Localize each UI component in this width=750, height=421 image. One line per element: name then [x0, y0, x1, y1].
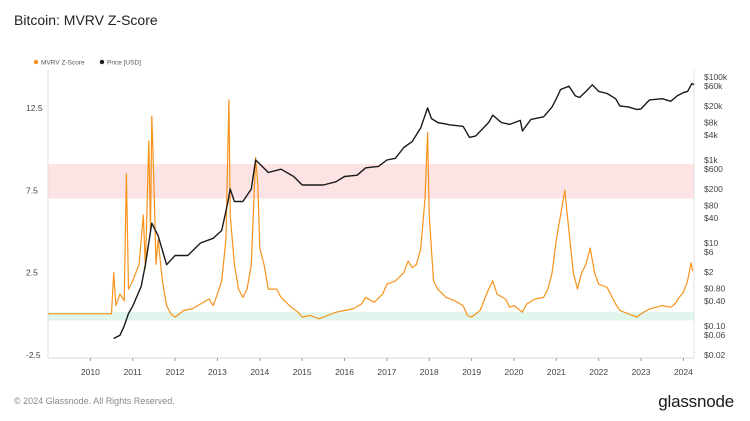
right-tick-label: $0.10 — [704, 321, 726, 331]
legend-marker — [33, 59, 39, 65]
x-tick-label: 2023 — [632, 367, 651, 377]
overvalued-band — [48, 163, 694, 199]
x-tick-label: 2024 — [674, 367, 693, 377]
zone-bands — [48, 163, 694, 321]
left-tick-label: -2.5 — [26, 350, 41, 360]
x-tick-label: 2015 — [293, 367, 312, 377]
right-tick-label: $20k — [704, 101, 723, 111]
glassnode-logo[interactable]: glassnode — [658, 392, 734, 411]
right-tick-label: $8k — [704, 118, 718, 128]
right-tick-label: $600 — [704, 164, 723, 174]
x-tick-label: 2014 — [250, 367, 269, 377]
right-tick-label: $6 — [704, 247, 714, 257]
right-tick-label: $10 — [704, 238, 718, 248]
undervalued-band — [48, 312, 694, 321]
x-tick-label: 2022 — [589, 367, 608, 377]
x-tick-label: 2012 — [166, 367, 185, 377]
x-tick-label: 2011 — [124, 367, 143, 377]
right-tick-label: $4k — [704, 130, 718, 140]
right-tick-label: $2 — [704, 267, 714, 277]
x-tick-label: 2017 — [377, 367, 396, 377]
x-tick-label: 2013 — [208, 367, 227, 377]
legend-marker — [99, 59, 105, 65]
price-line — [113, 82, 695, 340]
legend-label: Price [USD] — [107, 60, 141, 67]
x-tick-label: 2016 — [335, 367, 354, 377]
right-tick-label: $200 — [704, 184, 723, 194]
x-tick-label: 2020 — [505, 367, 524, 377]
legend: MVRV Z-Score Price [USD] — [33, 59, 141, 67]
right-axis-ticks: $100k$60k$20k$8k$4k$1k$600$200$80$40$10$… — [704, 72, 728, 360]
grid-lines — [47, 70, 695, 359]
left-tick-label: 7.5 — [26, 185, 38, 195]
copyright-footer: © 2024 Glassnode. All Rights Reserved. — [14, 396, 175, 406]
right-tick-label: $1k — [704, 155, 718, 165]
right-tick-label: $60k — [704, 81, 723, 91]
series-lines — [48, 82, 695, 340]
right-tick-label: $0.06 — [704, 330, 726, 340]
right-tick-label: $0.40 — [704, 296, 726, 306]
left-tick-label: 12.5 — [26, 103, 43, 113]
right-tick-label: $0.80 — [704, 284, 726, 294]
left-tick-label: 2.5 — [26, 268, 38, 278]
x-tick-label: 2018 — [420, 367, 439, 377]
right-tick-label: $0.02 — [704, 350, 726, 360]
x-tick-label: 2021 — [547, 367, 566, 377]
right-tick-label: $100k — [704, 72, 728, 82]
chart-title: Bitcoin: MVRV Z-Score — [14, 12, 158, 28]
zscore-line — [48, 99, 694, 320]
x-tick-label: 2019 — [462, 367, 481, 377]
legend-label: MVRV Z-Score — [41, 60, 85, 67]
left-axis-ticks: 12.5 7.5 2.5 -2.5 — [26, 103, 43, 360]
right-tick-label: $40 — [704, 213, 718, 223]
right-tick-label: $80 — [704, 201, 718, 211]
x-tick-label: 2010 — [81, 367, 100, 377]
x-axis-ticks: 2010 2011 2012 2013 2014 2015 2016 2017 2018 2019… — [81, 358, 693, 377]
